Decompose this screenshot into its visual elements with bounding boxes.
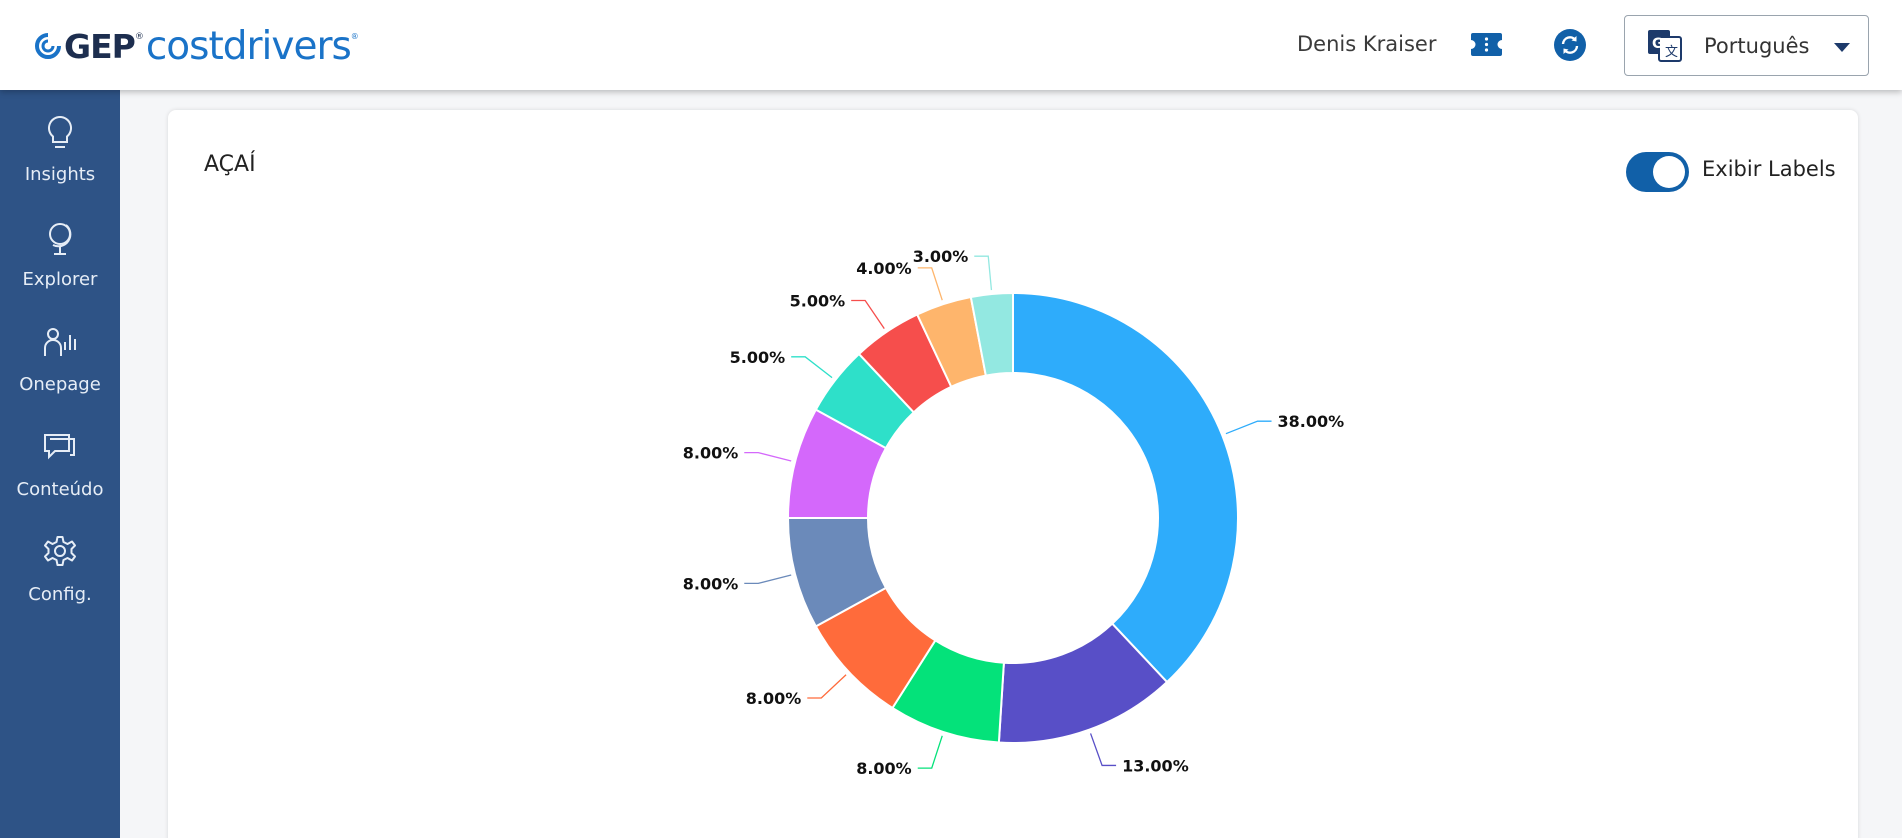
chat-icon bbox=[44, 434, 75, 460]
show-labels-label: Exibir Labels bbox=[1702, 157, 1836, 181]
sidebar-item-onepage[interactable]: Onepage bbox=[0, 324, 120, 420]
chevron-down-icon bbox=[1834, 43, 1850, 52]
label-leader-line bbox=[791, 356, 833, 379]
label-leader-line bbox=[744, 451, 792, 462]
logo-reg-mark: ® bbox=[134, 32, 144, 42]
label-leader-line bbox=[807, 674, 847, 699]
user-name[interactable]: Denis Kraiser bbox=[1297, 32, 1437, 56]
sidebar: Insights Explorer Onepage Conteúdo bbox=[0, 90, 120, 838]
card-title: AÇAÍ bbox=[204, 152, 256, 177]
slice-value-label: 38.00% bbox=[1278, 412, 1345, 431]
sidebar-item-label: Conteúdo bbox=[16, 479, 104, 500]
sidebar-item-explorer[interactable]: Explorer bbox=[0, 219, 120, 315]
label-leader-line bbox=[1225, 420, 1272, 435]
lightbulb-icon bbox=[48, 115, 72, 148]
label-leader-line bbox=[851, 299, 885, 329]
logo-brand-text: GEP bbox=[64, 26, 136, 66]
donut-chart: 38.00% 13.00% 8.00% 8.00% 8.00% 8.00% 5.00% 5.0… bbox=[683, 247, 1345, 778]
label-leader-line bbox=[744, 574, 792, 585]
donut-slice[interactable] bbox=[969, 292, 1014, 377]
slice-value-label: 4.00% bbox=[856, 259, 912, 278]
label-leader-line bbox=[917, 735, 943, 769]
top-header: GEP ® costdrivers ® Denis Kraiser G 文 Po… bbox=[0, 0, 1902, 90]
logo-reg-mark-2: ® bbox=[350, 32, 359, 41]
sidebar-item-label: Config. bbox=[28, 584, 92, 605]
language-select[interactable]: G 文 Português bbox=[1624, 15, 1869, 76]
label-leader-line bbox=[917, 267, 943, 301]
sync-icon[interactable] bbox=[1554, 29, 1586, 61]
slice-value-label: 8.00% bbox=[683, 574, 739, 593]
gear-icon bbox=[44, 536, 76, 566]
logo-product-text: costdrivers bbox=[145, 23, 352, 69]
slice-value-label: 5.00% bbox=[790, 291, 846, 310]
sidebar-item-insights[interactable]: Insights bbox=[0, 114, 120, 210]
user-chart-icon bbox=[44, 328, 76, 356]
language-label: Português bbox=[1704, 33, 1810, 58]
slice-value-label: 5.00% bbox=[730, 348, 786, 367]
show-labels-toggle[interactable] bbox=[1626, 152, 1689, 192]
label-leader-line bbox=[974, 255, 993, 291]
toggle-knob bbox=[1653, 156, 1685, 188]
gep-costdrivers-logo[interactable]: GEP ® costdrivers ® bbox=[34, 23, 359, 69]
sidebar-item-label: Onepage bbox=[19, 374, 101, 395]
sidebar-item-label: Explorer bbox=[22, 269, 98, 290]
donut-slice[interactable] bbox=[1012, 292, 1239, 684]
slice-value-label: 13.00% bbox=[1122, 756, 1189, 775]
logo-swirl-icon bbox=[35, 33, 61, 59]
slice-value-label: 8.00% bbox=[683, 444, 739, 463]
chart-card: AÇAÍ Exibir Labels 38.00% 13.00% 8.00% 8.00… bbox=[168, 110, 1858, 838]
slice-value-label: 3.00% bbox=[913, 247, 969, 266]
svg-text:G: G bbox=[1652, 36, 1664, 52]
ticket-icon[interactable] bbox=[1470, 31, 1503, 58]
sidebar-item-conteudo[interactable]: Conteúdo bbox=[0, 429, 120, 525]
slice-value-label: 8.00% bbox=[856, 759, 912, 778]
globe-icon bbox=[49, 223, 72, 255]
slice-value-label: 8.00% bbox=[746, 689, 802, 708]
svg-text:文: 文 bbox=[1665, 45, 1678, 60]
sidebar-item-label: Insights bbox=[24, 164, 96, 185]
label-leader-line bbox=[1089, 733, 1117, 767]
sidebar-item-config[interactable]: Config. bbox=[0, 534, 120, 630]
translate-icon: G 文 bbox=[1648, 29, 1682, 62]
